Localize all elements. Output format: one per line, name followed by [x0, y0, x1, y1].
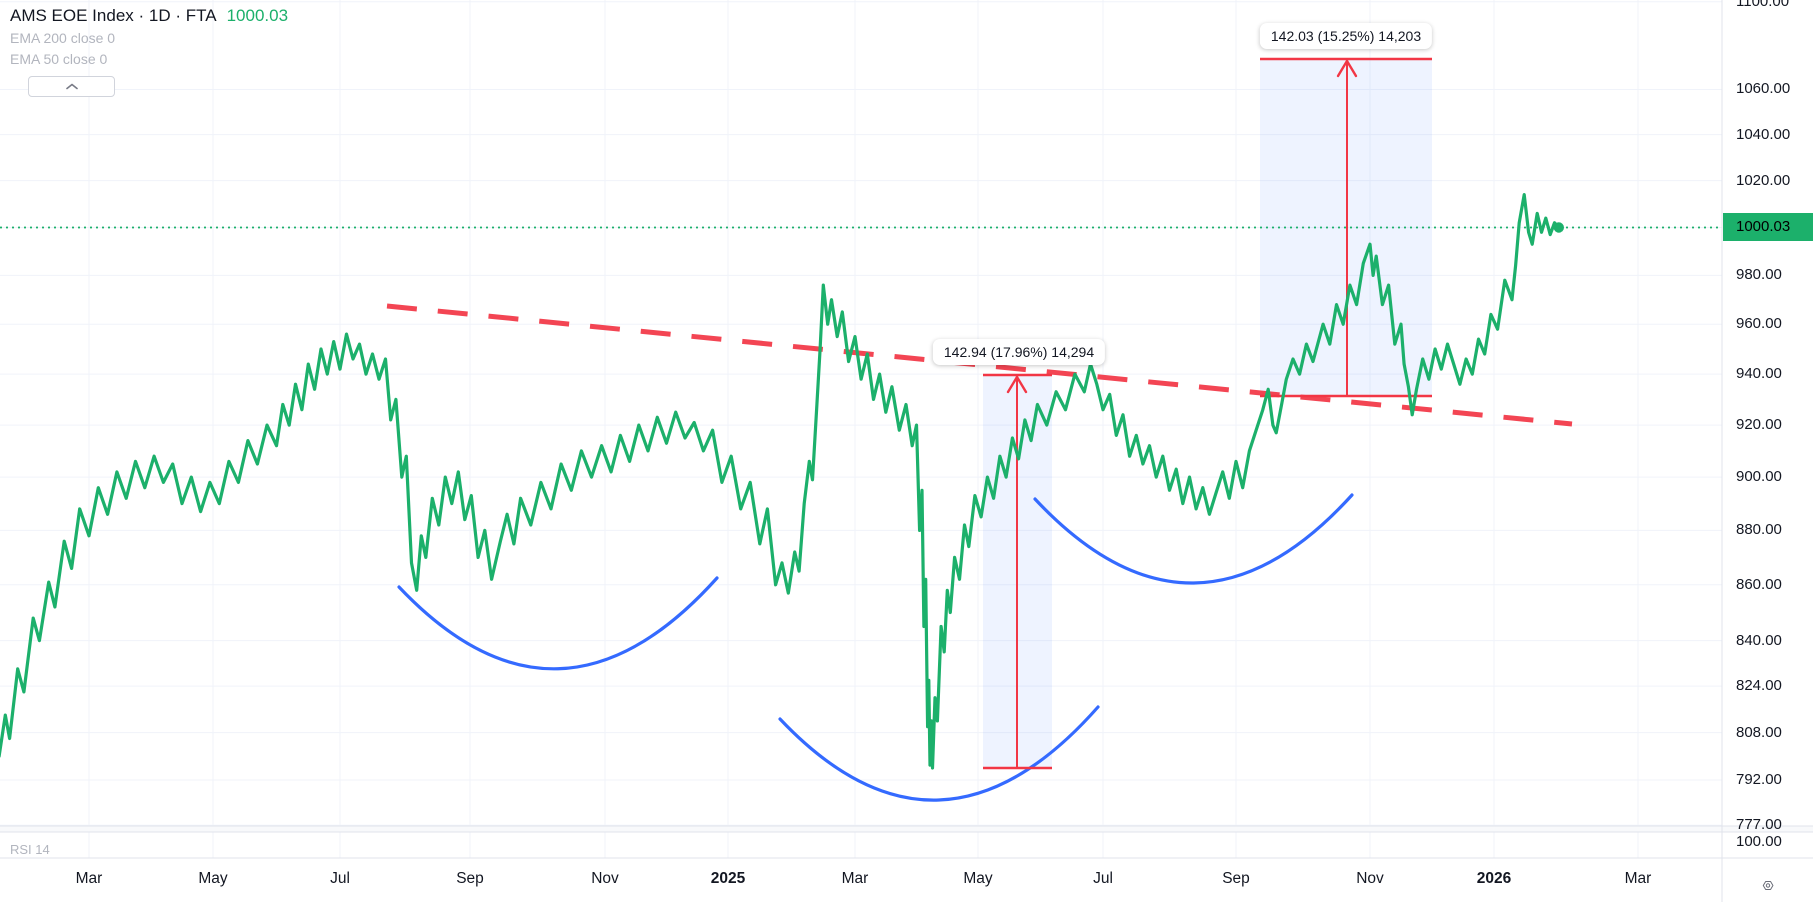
price-tick-label: 777.00 — [1736, 816, 1782, 833]
measure-arrowhead — [1345, 59, 1358, 78]
time-tick-label: May — [963, 870, 993, 887]
time-tick-label: Sep — [456, 870, 484, 887]
time-tick-label: Mar — [841, 870, 869, 887]
arc-annotation[interactable] — [1033, 493, 1354, 585]
rsi-scale-top-value: 100.00 — [1736, 833, 1782, 850]
price-tick-label: 900.00 — [1736, 468, 1782, 485]
rsi-indicator-label[interactable]: RSI 14 — [10, 842, 50, 857]
time-tick-label: 2026 — [1476, 870, 1512, 887]
time-tick-label: Nov — [1356, 870, 1384, 887]
price-tick-label: 840.00 — [1736, 632, 1782, 649]
measure-label-1[interactable]: 142.94 (17.96%) 14,294 — [932, 339, 1106, 365]
legend: AMS EOE Index · 1D · FTA 1000.03 EMA 200… — [10, 6, 288, 68]
measure-label-2[interactable]: 142.03 (15.25%) 14,203 — [1259, 23, 1433, 49]
arc-annotation[interactable] — [778, 705, 1100, 802]
trendline-drawing[interactable] — [386, 303, 1573, 427]
indicator-ema50[interactable]: EMA 50 close 0 — [10, 51, 108, 67]
price-tick-label: 792.00 — [1736, 771, 1782, 788]
time-tick-label: Sep — [1222, 870, 1250, 887]
price-tick-label: 1060.00 — [1736, 80, 1791, 97]
measure-arrowhead — [1006, 375, 1019, 394]
arc-annotation[interactable] — [397, 576, 719, 671]
time-tick-label: 2025 — [710, 870, 746, 887]
time-tick-label: Jul — [1093, 870, 1113, 887]
pane-divider[interactable] — [0, 826, 1813, 832]
price-tick-label: 980.00 — [1736, 266, 1782, 283]
settings-gear-button[interactable] — [1756, 874, 1780, 896]
time-tick-label: Nov — [591, 870, 619, 887]
last-price-badge[interactable]: 1000.03 — [1723, 213, 1813, 241]
price-tick-label: 1040.00 — [1736, 126, 1791, 143]
measure-arrowhead — [1336, 59, 1349, 78]
time-tick-label: Mar — [1624, 870, 1652, 887]
price-tick-label: 824.00 — [1736, 677, 1782, 694]
price-tick-label: 940.00 — [1736, 365, 1782, 382]
time-tick-label: May — [198, 870, 228, 887]
time-tick-label: Jul — [330, 870, 350, 887]
symbol-title-row[interactable]: AMS EOE Index · 1D · FTA 1000.03 — [10, 6, 288, 26]
collapse-pane-button[interactable] — [28, 76, 115, 97]
price-line-series[interactable] — [0, 193, 1561, 770]
last-price-dot — [1553, 222, 1565, 233]
symbol-title[interactable]: AMS EOE Index · 1D · FTA — [10, 6, 217, 25]
price-tick-label: 880.00 — [1736, 521, 1782, 538]
last-price-value: 1000.03 — [226, 6, 289, 25]
gear-icon — [1762, 880, 1774, 890]
price-tick-label: 920.00 — [1736, 416, 1782, 433]
time-tick-label: Mar — [75, 870, 103, 887]
price-tick-label: 960.00 — [1736, 315, 1782, 332]
price-tick-label: 808.00 — [1736, 724, 1782, 741]
chevron-up-icon — [65, 83, 78, 90]
indicator-ema200[interactable]: EMA 200 close 0 — [10, 30, 116, 46]
price-tick-label: 860.00 — [1736, 576, 1782, 593]
measure-arrowhead — [1015, 375, 1028, 394]
price-tick-label: 1020.00 — [1736, 172, 1791, 189]
price-tick-label: 1100.00 — [1736, 0, 1790, 10]
